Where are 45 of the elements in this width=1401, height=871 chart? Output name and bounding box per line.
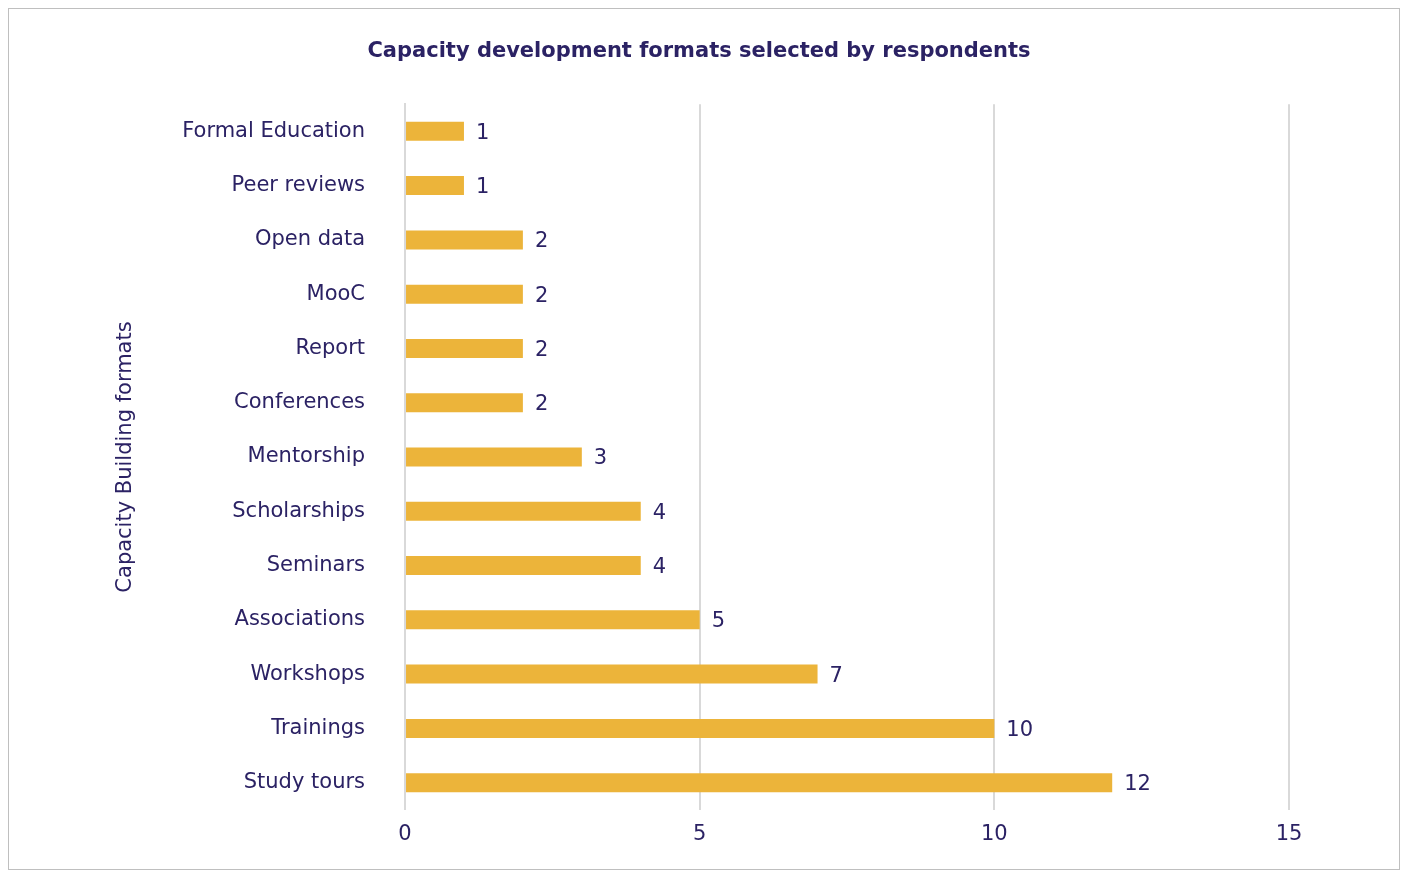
y-tick-label: Study tours [243,769,366,794]
x-tick-label: 0 [398,820,412,845]
data-label: 3 [593,445,608,470]
x-tick-label: 15 [1275,820,1303,845]
data-label: 2 [534,336,549,361]
bar [406,284,523,304]
data-label: 5 [711,608,726,633]
y-tick-label: Workshops [250,660,366,685]
data-label: 2 [534,391,549,416]
x-tick-label: 10 [980,820,1008,845]
data-label: 2 [534,228,549,253]
x-tick-label: 5 [693,820,707,845]
y-tick-label: Seminars [266,552,366,577]
bar [406,664,818,684]
chart-title: Capacity development formats selected by respondents [367,38,1031,63]
bar [406,230,523,250]
bar [406,338,523,358]
data-label: 1 [475,119,490,144]
data-label: 2 [534,282,549,307]
y-tick-label: Report [295,334,366,359]
y-tick-label: Open data [254,226,366,251]
data-label: 4 [652,499,667,524]
y-tick-label: Trainings [270,714,366,739]
bar [406,176,464,196]
data-label: 7 [829,662,843,687]
y-tick-label: MooC [306,280,366,305]
bar [406,610,700,630]
y-tick-label: Formal Education [182,117,366,142]
data-label: 10 [1006,716,1034,741]
data-label: 12 [1124,771,1151,796]
bar [406,447,582,467]
y-tick-label: Conferences [234,389,366,414]
bar [406,501,641,521]
y-tick-label: Scholarships [232,497,366,522]
bar [406,773,1113,793]
y-tick-label: Mentorship [247,443,366,468]
bar [406,393,523,413]
bar [406,718,995,738]
data-label: 4 [652,554,667,579]
y-tick-label: Associations [234,606,366,631]
bar [406,556,641,576]
y-tick-label: Peer reviews [231,172,366,197]
data-label: 1 [475,174,490,199]
y-axis-title: Capacity Building formats [112,321,137,593]
bar [406,121,464,141]
